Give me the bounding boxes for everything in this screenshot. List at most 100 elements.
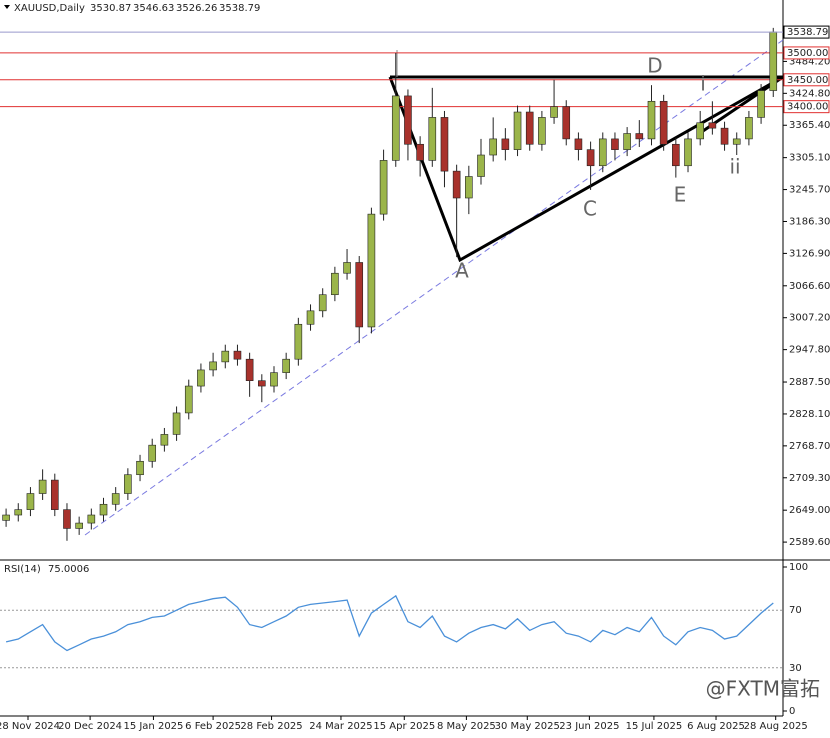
watermark: @FXTM富拓 xyxy=(706,677,820,701)
level-label: 3450.00 xyxy=(787,75,828,86)
candle-body xyxy=(209,361,217,371)
candle-body xyxy=(50,479,59,510)
pattern-label: C xyxy=(583,197,597,221)
y-tick-label: 3305.10 xyxy=(789,153,830,164)
candle-body xyxy=(111,493,120,505)
candle-body xyxy=(769,31,778,91)
y-tick-label: 2887.50 xyxy=(789,377,830,388)
candle-body xyxy=(136,460,144,476)
y-tick-label: 3186.30 xyxy=(789,216,830,227)
candle-body xyxy=(465,176,473,199)
x-tick-label: 15 Jan 2025 xyxy=(123,721,183,732)
candle-body xyxy=(318,294,327,312)
candle-body xyxy=(684,138,692,167)
candle-body xyxy=(538,117,546,145)
candle-body xyxy=(598,138,607,167)
x-tick-label: 30 May 2025 xyxy=(495,721,560,732)
candle-body xyxy=(87,514,96,524)
candle-body xyxy=(184,385,193,414)
x-tick-label: 6 Feb 2025 xyxy=(185,721,241,732)
x-tick-label: 15 Apr 2025 xyxy=(373,721,435,732)
quote-close: 3538.79 xyxy=(219,3,260,14)
x-tick-label: 8 May 2025 xyxy=(437,721,496,732)
candle-body xyxy=(708,122,717,129)
candle-body xyxy=(197,369,205,387)
rsi-tick-label: 30 xyxy=(789,663,802,674)
candle-body xyxy=(732,138,741,145)
candle-body xyxy=(672,143,680,167)
x-tick-label: 28 Nov 2024 xyxy=(0,721,60,732)
candle-body xyxy=(720,127,729,145)
candle-body xyxy=(404,95,412,145)
x-tick-label: 20 Dec 2024 xyxy=(58,721,122,732)
symbol: XAUUSD,Daily xyxy=(14,3,85,14)
quote-high: 3546.63 xyxy=(133,3,174,14)
x-tick-label: 28 Aug 2025 xyxy=(744,721,808,732)
y-tick-label: 2649.00 xyxy=(789,505,830,516)
x-tick-label: 24 Mar 2025 xyxy=(309,721,372,732)
menu-arrow xyxy=(4,5,10,9)
pattern-label: E xyxy=(674,183,687,207)
x-tick-label: 6 Aug 2025 xyxy=(687,721,745,732)
candle-body xyxy=(160,434,169,446)
level-label: 3400.00 xyxy=(787,102,828,113)
candle-body xyxy=(172,412,181,435)
candle-body xyxy=(355,262,364,328)
rsi-line xyxy=(5,594,774,652)
level-label-box xyxy=(783,73,830,87)
quote-low: 3526.26 xyxy=(176,3,217,14)
x-tick-label: 23 Jun 2025 xyxy=(559,721,619,732)
candle-body xyxy=(501,138,510,150)
level-label: 3500.00 xyxy=(787,48,828,59)
rsi-label: RSI(14) xyxy=(4,564,41,575)
pattern-label: ii xyxy=(729,155,740,179)
candle-body xyxy=(635,133,644,140)
current-price-box xyxy=(783,25,830,39)
candle-body xyxy=(26,493,35,510)
candle-body xyxy=(379,160,388,215)
candle-body xyxy=(282,358,290,373)
y-tick-label: 3424.80 xyxy=(789,88,830,99)
candle-body xyxy=(233,350,242,360)
candle-body xyxy=(221,350,230,363)
candle-body xyxy=(586,149,595,167)
candle-body xyxy=(745,117,753,140)
candle-body xyxy=(99,503,108,516)
candle-body xyxy=(550,106,558,118)
candle-body xyxy=(440,117,449,172)
y-tick-label: 3484.20 xyxy=(789,56,830,67)
y-tick-label: 2768.70 xyxy=(789,441,830,452)
candle-body xyxy=(306,310,315,325)
candle-body xyxy=(428,117,437,161)
x-tick-label: 15 Jul 2025 xyxy=(626,721,683,732)
y-tick-label: 3066.60 xyxy=(789,281,830,292)
candle-body xyxy=(148,444,157,462)
candle-body xyxy=(391,95,400,161)
candle-body xyxy=(245,358,254,381)
candle-body xyxy=(331,272,339,296)
candle-body xyxy=(294,323,303,360)
candle-body xyxy=(757,90,765,118)
y-tick-label: 2589.60 xyxy=(789,537,830,548)
level-label-box xyxy=(783,100,830,114)
candle-body xyxy=(611,138,619,150)
candle-body xyxy=(562,106,571,140)
rsi-tick-label: 70 xyxy=(789,605,802,616)
candle-body xyxy=(696,122,704,140)
candle-body xyxy=(2,514,10,521)
y-tick-label: 3007.20 xyxy=(789,313,830,324)
y-tick-label: 3365.40 xyxy=(789,120,830,131)
candle-body xyxy=(367,213,376,328)
candle-body xyxy=(513,111,522,150)
pattern-label: i xyxy=(700,72,706,96)
candle-body xyxy=(14,509,23,516)
quote-open: 3530.87 xyxy=(90,3,131,14)
candle-body xyxy=(574,138,583,150)
candle-body xyxy=(343,262,351,274)
candle-body xyxy=(124,474,132,494)
y-tick-label: 2828.10 xyxy=(789,409,830,420)
rsi-tick-label: 0 xyxy=(789,706,795,717)
rsi-tick-label: 100 xyxy=(789,562,808,573)
pattern-label: D xyxy=(647,54,662,78)
